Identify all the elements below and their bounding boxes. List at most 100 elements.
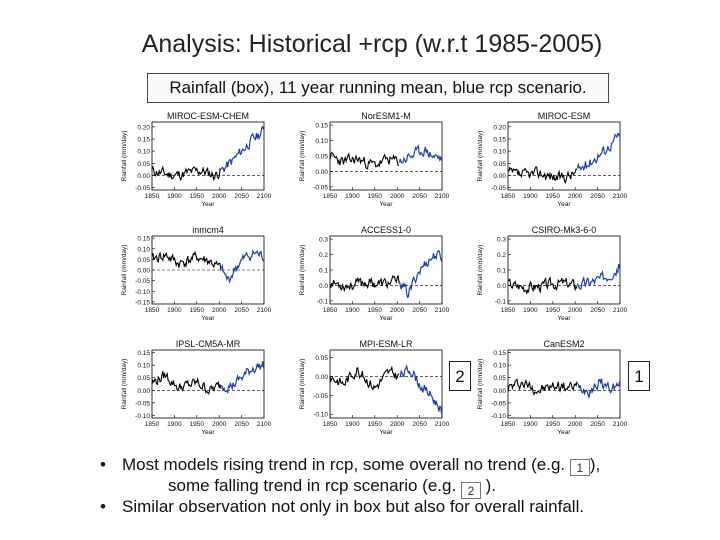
y-tick-label: 0.15 (137, 236, 150, 243)
plot-frame (151, 121, 265, 191)
rcp-series-line (220, 361, 265, 395)
x-tick-label: 1950 (546, 421, 561, 428)
y-tick-label: 0.00 (315, 169, 328, 176)
bullet-item-2: • Similar observation not only in box bu… (100, 496, 700, 517)
x-tick-label: 1850 (145, 421, 160, 428)
rcp-series-line (577, 378, 621, 399)
x-tick-label: 1950 (546, 307, 561, 314)
chart-title: CSIRO-Mk3-6-0 (532, 225, 597, 235)
x-tick-label: 2100 (613, 307, 628, 314)
bullet-1-marker: 1 (569, 459, 590, 476)
x-tick-label: 1850 (501, 307, 516, 314)
y-tick-label: 0.10 (493, 363, 506, 370)
x-tick-label: 2050 (234, 307, 249, 314)
x-tick-label: 1900 (167, 421, 182, 428)
y-axis-label: Rainfall (mm/day) (121, 131, 128, 182)
y-tick-label: 0.0 (497, 283, 506, 290)
chart-panel: MPI-ESM-LR -0.10 -0.05 0.00 0.05 1850 1900 1950… (296, 336, 456, 446)
y-tick-label: 0.05 (493, 161, 506, 168)
x-tick-label: 2000 (212, 307, 227, 314)
y-tick-label: 0.15 (137, 350, 150, 357)
historical-series-line (151, 165, 222, 182)
chart-title: MPI-ESM-LR (359, 339, 413, 349)
x-tick-label: 2100 (257, 193, 272, 200)
bullet-2-end: ). (485, 476, 497, 495)
y-tick-label: 0.1 (319, 268, 328, 275)
y-tick-label: 0.05 (315, 154, 328, 161)
x-tick-label: 2000 (568, 307, 583, 314)
y-tick-label: 0.00 (137, 173, 150, 180)
x-tick-label: 2100 (257, 307, 272, 314)
x-tick-label: 2050 (590, 421, 605, 428)
chart-title: inmcm4 (192, 225, 224, 235)
x-tick-label: 1850 (323, 193, 338, 200)
rcp-series-line (220, 249, 265, 284)
bullet-item-1-continued: some falling trend in rcp scenario (e.g.… (100, 475, 700, 499)
y-tick-label: 0.10 (137, 363, 150, 370)
plot-frame (329, 235, 443, 305)
y-tick-label: 0.20 (137, 124, 150, 131)
chart-svg: MPI-ESM-LR -0.10 -0.05 0.00 0.05 1850 1900 1950… (299, 339, 450, 436)
y-tick-label: 0.05 (137, 375, 150, 382)
slide-subtitle: Rainfall (box), 11 year running mean, bl… (147, 73, 609, 103)
y-tick-label: 0.00 (315, 374, 328, 381)
y-tick-label: 0.15 (493, 137, 506, 144)
chart-title: MIROC-ESM-CHEM (167, 111, 249, 121)
y-tick-label: 0.20 (493, 124, 506, 131)
historical-series-line (151, 371, 222, 395)
plot-frame (329, 121, 443, 191)
x-axis-label: Year (201, 429, 215, 436)
y-tick-label: 0.00 (493, 173, 506, 180)
x-tick-label: 2100 (435, 307, 450, 314)
x-tick-label: 2050 (234, 421, 249, 428)
x-tick-label: 1900 (523, 421, 538, 428)
x-tick-label: 2050 (412, 193, 427, 200)
y-tick-label: -0.10 (135, 413, 150, 420)
historical-series-line (329, 151, 400, 170)
y-tick-label: -0.05 (491, 400, 506, 407)
x-tick-label: 2100 (613, 193, 628, 200)
chart-panel: NorESM1-M -0.05 0.00 0.05 0.10 0.15 1850 1900 19… (296, 108, 456, 218)
x-tick-label: 1900 (523, 193, 538, 200)
y-tick-label: 0.15 (493, 350, 506, 357)
x-axis-label: Year (379, 201, 393, 208)
bullet-1-text: Most models rising trend in rcp, some ov… (122, 455, 566, 474)
y-tick-label: 0.1 (497, 268, 506, 275)
bullet-3-text: Similar observation not only in box but … (122, 497, 585, 516)
plot-frame (329, 349, 443, 419)
bullet-glyph: • (100, 497, 106, 516)
chart-title: IPSL-CM5A-MR (176, 339, 241, 349)
x-tick-label: 1900 (345, 421, 360, 428)
x-tick-label: 2000 (212, 421, 227, 428)
historical-series-line (507, 166, 578, 185)
chart-panel: inmcm4 -0.15 -0.10 -0.05 0.00 0.05 0.10 0.15 185… (118, 222, 278, 332)
x-axis-label: Year (557, 201, 571, 208)
rcp-series-line (398, 144, 443, 164)
x-tick-label: 2000 (568, 193, 583, 200)
y-tick-label: 0.3 (497, 237, 506, 244)
x-tick-label: 2100 (257, 421, 272, 428)
historical-series-line (329, 365, 400, 391)
y-axis-label: Rainfall (mm/day) (121, 359, 128, 410)
y-tick-label: 0.10 (137, 149, 150, 156)
bullet-glyph: • (100, 455, 106, 474)
x-axis-label: Year (201, 201, 215, 208)
y-tick-label: 0.15 (137, 137, 150, 144)
chart-panel: ACCESS1-0 -0.1 0.0 0.1 0.2 0.3 1850 1900 1950 200… (296, 222, 456, 332)
y-tick-label: 0.3 (319, 237, 328, 244)
y-tick-label: 0.10 (137, 246, 150, 253)
x-axis-label: Year (557, 315, 571, 322)
chart-panel: MIROC-ESM-CHEM -0.05 0.00 0.05 0.10 0.15 0.20 1… (118, 108, 278, 218)
chart-panel: CSIRO-Mk3-6-0 -0.1 0.0 0.1 0.2 0.3 1850 1900 195… (474, 222, 634, 332)
chart-title: ACCESS1-0 (361, 225, 411, 235)
y-tick-label: 0.00 (137, 388, 150, 395)
y-axis-label: Rainfall (mm/day) (299, 245, 306, 296)
x-tick-label: 2000 (390, 307, 405, 314)
y-tick-label: 0.10 (493, 149, 506, 156)
plot-frame (151, 349, 265, 419)
chart-panel: MIROC-ESM -0.05 0.00 0.05 0.10 0.15 0.20 1850 19… (474, 108, 634, 218)
chart-svg: ACCESS1-0 -0.1 0.0 0.1 0.2 0.3 1850 1900 1950 200… (299, 225, 450, 322)
historical-series-line (507, 378, 578, 397)
chart-svg: inmcm4 -0.15 -0.10 -0.05 0.00 0.05 0.10 0.15 185… (121, 225, 272, 322)
chart-svg: NorESM1-M -0.05 0.00 0.05 0.10 0.15 1850 1900 19… (299, 111, 450, 208)
